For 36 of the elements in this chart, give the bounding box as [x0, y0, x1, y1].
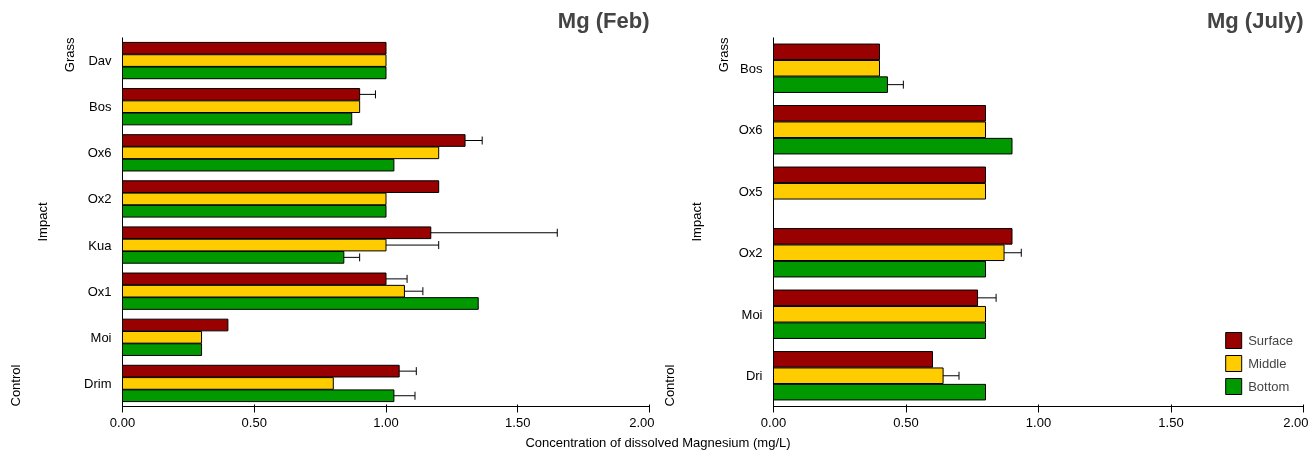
y-tick-label: Ox5: [738, 183, 763, 199]
y-tick-label: Moi: [90, 329, 112, 345]
y-tick-label: Ox6: [738, 122, 763, 138]
y-tick-label: Bos: [89, 99, 112, 115]
legend-label: Middle: [1248, 355, 1287, 371]
x-tick-label: 0.00: [760, 414, 787, 430]
y-tick-label: Dri: [745, 368, 763, 384]
text: Impact: [34, 202, 50, 242]
chart-title: Mg (July): [1206, 7, 1304, 33]
y-tick-label: Ox1: [87, 283, 112, 299]
x-tick-label: 1.00: [1025, 414, 1052, 430]
text: Impact: [688, 202, 704, 242]
y-tick-label: Bos: [740, 60, 763, 76]
x-tick-label: 1.00: [373, 414, 399, 430]
y-tick-label: Ox2: [738, 245, 763, 261]
x-tick-label: 0.00: [109, 414, 136, 430]
text: Control: [7, 364, 23, 407]
text: Grass: [61, 37, 77, 73]
text: Grass: [715, 37, 731, 73]
x-axis-title: Concentration of dissolved Magnesium (mg/L): [525, 434, 791, 452]
chart-title: Mg (Feb): [557, 7, 650, 33]
x-tick-label: 0.50: [893, 414, 919, 430]
legend-label: Bottom: [1248, 378, 1290, 394]
x-tick-label: 1.50: [1158, 414, 1184, 430]
legend-label: Surface: [1248, 332, 1293, 348]
y-tick-label: Ox6: [87, 145, 112, 161]
text: Control: [661, 364, 677, 407]
y-tick-label: Kua: [88, 237, 113, 253]
x-tick-label: 0.50: [241, 414, 267, 430]
y-tick-label: Moi: [741, 306, 763, 322]
y-tick-label: Drim: [84, 375, 112, 391]
y-tick-label: Ox2: [87, 191, 112, 207]
y-tick-label: Dav: [88, 53, 112, 69]
x-tick-label: 2.00: [1283, 414, 1309, 430]
x-tick-label: 1.50: [505, 414, 531, 430]
x-tick-label: 2.00: [629, 414, 655, 430]
